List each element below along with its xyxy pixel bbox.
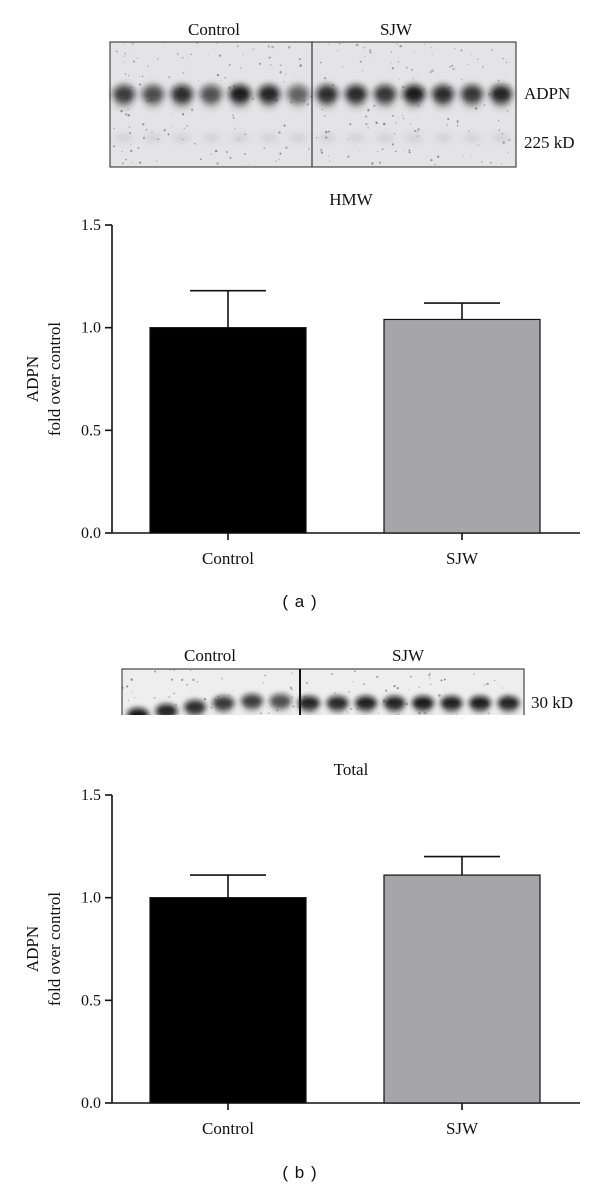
bar-sjw xyxy=(383,318,541,534)
chart-title: HMW xyxy=(329,190,373,209)
x-tick-label: Control xyxy=(202,1119,254,1138)
bar-chart-total: Total 0.0 0.5 1.0 1.5 ADPN fold over control Co… xyxy=(0,755,600,1155)
y-tick-label: 0.0 xyxy=(81,1095,101,1112)
panel-caption-letter: a xyxy=(294,592,306,611)
bar-control xyxy=(149,327,307,534)
blot-image: Control SJW 30 kD xyxy=(121,646,573,715)
panel-caption-letter: b xyxy=(294,1163,306,1182)
blot-group-label-control: Control xyxy=(188,20,240,39)
bar-chart-hmw: HMW 0.0 0.5 1.0 1.5 ADPN fold over control Cont… xyxy=(0,185,600,585)
panel-b: Control SJW 30 kD Total 0.0 0.5 1.0 1.5 ADPN fol… xyxy=(0,630,600,1191)
y-tick-label: 0.0 xyxy=(81,525,101,542)
y-tick-label: 0.5 xyxy=(81,422,101,439)
blot-band-label: ADPN xyxy=(524,84,570,103)
blot-bands xyxy=(127,694,520,715)
panel-a: Control SJW ADPN 225 kD HMW 0.0 0.5 1.0 1.5 ADPN… xyxy=(0,10,600,611)
bar-sjw xyxy=(383,874,541,1104)
y-tick-label: 1.0 xyxy=(81,890,101,907)
chart-svg: HMW 0.0 0.5 1.0 1.5 ADPN fold over control Cont… xyxy=(23,190,580,568)
blot-membrane xyxy=(109,41,517,168)
x-tick-label: SJW xyxy=(446,549,479,568)
panel-caption-b: ( b ) xyxy=(282,1163,318,1182)
y-axis-label-line1: ADPN xyxy=(23,926,42,972)
blot-band xyxy=(127,708,149,715)
y-tick-label: 1.5 xyxy=(81,217,101,234)
chart-title: Total xyxy=(334,760,369,779)
blot-size-label: 225 kD xyxy=(524,133,575,152)
y-axis-label-line1: ADPN xyxy=(23,356,42,402)
blot-size-label: 30 kD xyxy=(531,693,573,712)
y-axis-label-line2: fold over control xyxy=(45,892,64,1007)
blot-bands xyxy=(113,85,512,142)
y-tick-label: 1.5 xyxy=(81,787,101,804)
western-blot-total: Control SJW 30 kD xyxy=(110,635,600,715)
y-tick-label: 0.5 xyxy=(81,992,101,1009)
panel-caption-a: ( a ) xyxy=(282,592,318,611)
western-blot-hmw: Control SJW ADPN 225 kD xyxy=(100,10,600,170)
blot-band xyxy=(155,704,178,715)
chart-svg: Total 0.0 0.5 1.0 1.5 ADPN fold over control Co… xyxy=(23,760,580,1138)
x-tick-label: Control xyxy=(202,549,254,568)
y-axis-label-line2: fold over control xyxy=(45,322,64,437)
blot-membrane xyxy=(121,668,525,715)
blot-group-label-control: Control xyxy=(184,646,236,665)
x-tick-label: SJW xyxy=(446,1119,479,1138)
blot-group-label-sjw: SJW xyxy=(392,646,425,665)
bar-control xyxy=(149,897,307,1104)
y-tick-label: 1.0 xyxy=(81,320,101,337)
blot-image: Control SJW ADPN 225 kD xyxy=(109,20,575,168)
blot-group-label-sjw: SJW xyxy=(380,20,413,39)
